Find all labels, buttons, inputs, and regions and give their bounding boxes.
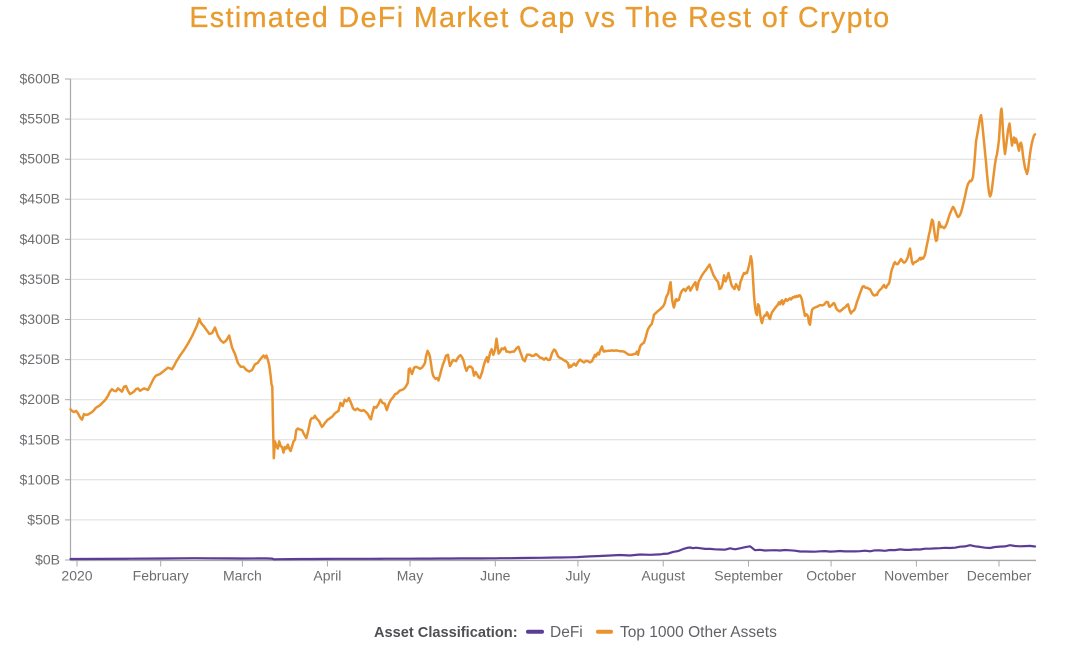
svg-text:August: August <box>641 568 685 584</box>
svg-text:$150B: $150B <box>20 431 60 447</box>
svg-text:$300B: $300B <box>20 311 60 327</box>
svg-text:February: February <box>133 568 189 584</box>
svg-text:Top 1000 Other Assets: Top 1000 Other Assets <box>620 624 777 641</box>
svg-text:$200B: $200B <box>20 391 60 407</box>
svg-text:Estimated DeFi Market Cap vs T: Estimated DeFi Market Cap vs The Rest of… <box>189 2 890 34</box>
svg-text:2020: 2020 <box>61 568 92 584</box>
svg-text:$600B: $600B <box>20 71 60 87</box>
svg-text:April: April <box>313 568 341 584</box>
svg-text:$400B: $400B <box>20 231 60 247</box>
svg-text:DeFi: DeFi <box>550 624 583 641</box>
svg-text:October: October <box>806 568 856 584</box>
svg-text:$100B: $100B <box>20 471 60 487</box>
svg-text:July: July <box>565 568 590 584</box>
svg-text:$550B: $550B <box>20 111 60 127</box>
svg-text:May: May <box>397 568 423 584</box>
svg-text:November: November <box>884 568 949 584</box>
svg-text:Asset Classification:: Asset Classification: <box>374 625 518 641</box>
svg-text:$450B: $450B <box>20 191 60 207</box>
svg-text:$500B: $500B <box>20 151 60 167</box>
svg-text:December: December <box>967 568 1032 584</box>
svg-text:$50B: $50B <box>27 511 60 527</box>
svg-text:June: June <box>480 568 511 584</box>
svg-text:$250B: $250B <box>20 351 60 367</box>
svg-text:March: March <box>223 568 262 584</box>
svg-text:September: September <box>714 568 783 584</box>
svg-text:$350B: $350B <box>20 271 60 287</box>
svg-text:$0B: $0B <box>35 552 60 568</box>
